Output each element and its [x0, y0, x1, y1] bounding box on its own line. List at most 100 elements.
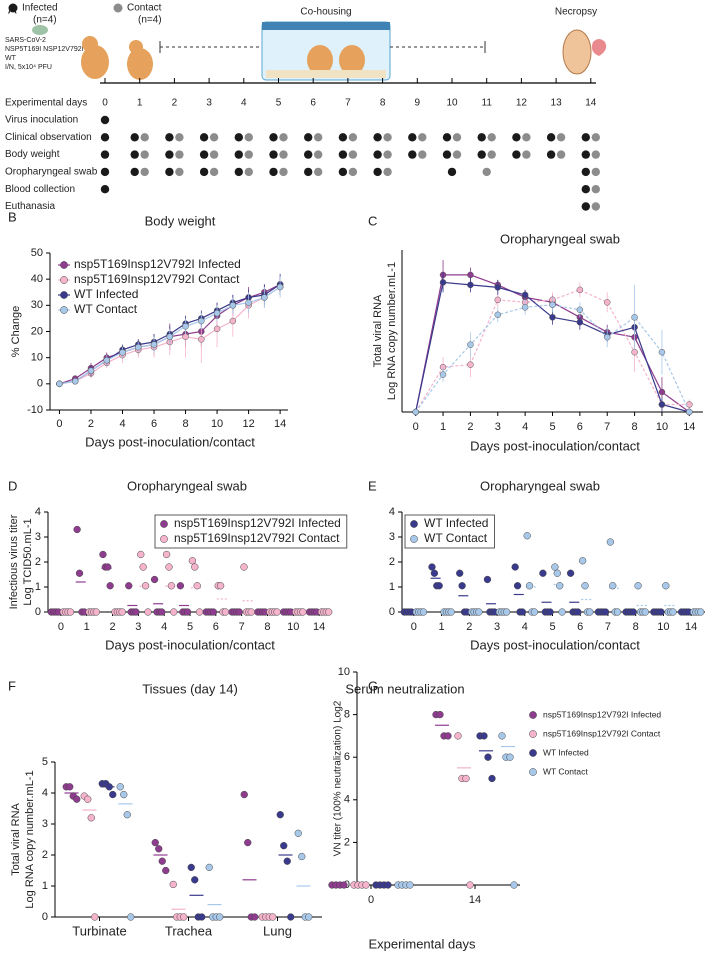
y-tick-label: 3: [389, 531, 395, 543]
point: [581, 582, 589, 590]
point: [144, 608, 152, 616]
legend-label: nsp5T169Insp12V792I Contact: [174, 531, 340, 545]
contact-dot: [418, 133, 427, 142]
x-tick-label: 14: [685, 621, 697, 633]
chart-title: Serum neutralization: [345, 681, 464, 696]
y-tick-label: 8: [344, 709, 350, 721]
point: [56, 380, 63, 388]
point: [549, 301, 556, 309]
infected-dot: [100, 185, 110, 194]
point: [467, 361, 474, 368]
point: [187, 863, 195, 872]
point: [488, 774, 496, 783]
contact-dot: [452, 150, 462, 159]
legend-marker: [160, 535, 168, 543]
chart-title: Tissues (day 14): [142, 681, 238, 696]
x-tick-label: 12: [242, 418, 254, 430]
point: [235, 608, 243, 616]
point: [132, 608, 140, 616]
chart-title: Body weight: [145, 213, 216, 228]
day-label: 7: [345, 98, 351, 109]
y-tick-label: 4: [389, 506, 395, 518]
point: [362, 881, 370, 889]
y-tick-label: 10: [338, 666, 350, 678]
x-tick-label: Trachea: [165, 923, 213, 938]
y-tick-label: 1: [42, 880, 48, 892]
point: [84, 795, 92, 803]
point: [119, 349, 126, 356]
day-label: 4: [241, 98, 247, 109]
contact-dot: [348, 167, 358, 177]
point: [603, 333, 611, 341]
panel-letter: C: [368, 213, 377, 228]
point: [549, 314, 556, 321]
point: [641, 608, 649, 616]
x-tick-label: 7: [604, 421, 610, 433]
infected-dot: [373, 167, 382, 177]
point: [104, 563, 112, 571]
contact-dot: [175, 150, 184, 159]
y-axis-label: Log RNA copy number.mL-1: [24, 770, 36, 908]
contact-dot: [140, 133, 149, 142]
infected-dot: [269, 133, 278, 142]
point: [462, 774, 470, 783]
point: [511, 563, 519, 571]
point: [551, 563, 559, 571]
x-tick-label: 14: [469, 894, 481, 906]
point: [198, 317, 205, 325]
point: [240, 790, 248, 799]
y-axis-label: VN titer (100% neutralization) Log2: [333, 700, 344, 856]
point: [221, 608, 230, 616]
y-tick-label: 0: [35, 606, 41, 618]
point: [75, 569, 84, 577]
point: [105, 783, 113, 791]
day-label: 2: [172, 98, 178, 109]
contact-dot: [452, 133, 462, 142]
y-tick-label: 2: [35, 556, 41, 568]
y-tick-label: 0: [37, 378, 43, 390]
y-tick-label: 5: [42, 756, 48, 768]
infected-dot: [442, 150, 452, 159]
point: [244, 838, 252, 847]
day-label: 13: [551, 98, 563, 109]
cohousing-label: Co-housing: [300, 7, 351, 18]
infected-dot: [165, 150, 174, 159]
virus-line: WT: [5, 55, 17, 62]
point: [66, 608, 75, 616]
infected-dot: [199, 133, 209, 142]
contact-dot: [314, 167, 323, 177]
y-tick-label: 1: [35, 581, 41, 593]
point: [106, 582, 114, 590]
point: [150, 341, 158, 348]
x-tick-label: 2: [88, 418, 94, 430]
infected-dot: [373, 150, 382, 159]
contact-dot: [140, 150, 149, 159]
row-label: Blood collection: [5, 184, 75, 195]
infected-dot: [447, 167, 457, 177]
x-tick-label: 6: [151, 418, 157, 430]
point: [162, 866, 170, 875]
point: [198, 913, 206, 921]
x-tick-label: 8: [633, 621, 639, 633]
y-tick-label: 4: [42, 787, 48, 799]
contact-dot: [487, 133, 496, 142]
infected-dot: [512, 133, 521, 142]
point: [576, 319, 584, 326]
infected-dot: [546, 150, 556, 159]
illustration: [32, 21, 607, 84]
contact-dot: [591, 202, 600, 211]
point: [151, 838, 159, 847]
legend-label: nsp5T169Insp12V792I Infected: [174, 516, 341, 530]
point: [280, 842, 288, 850]
point: [566, 569, 575, 577]
day-label: 3: [206, 98, 212, 109]
point: [73, 525, 81, 534]
contact-dot: [556, 150, 566, 159]
point: [467, 271, 474, 279]
point: [141, 582, 150, 590]
point: [92, 608, 100, 616]
point: [162, 550, 171, 559]
point: [182, 323, 189, 330]
contact-dot: [556, 133, 566, 142]
